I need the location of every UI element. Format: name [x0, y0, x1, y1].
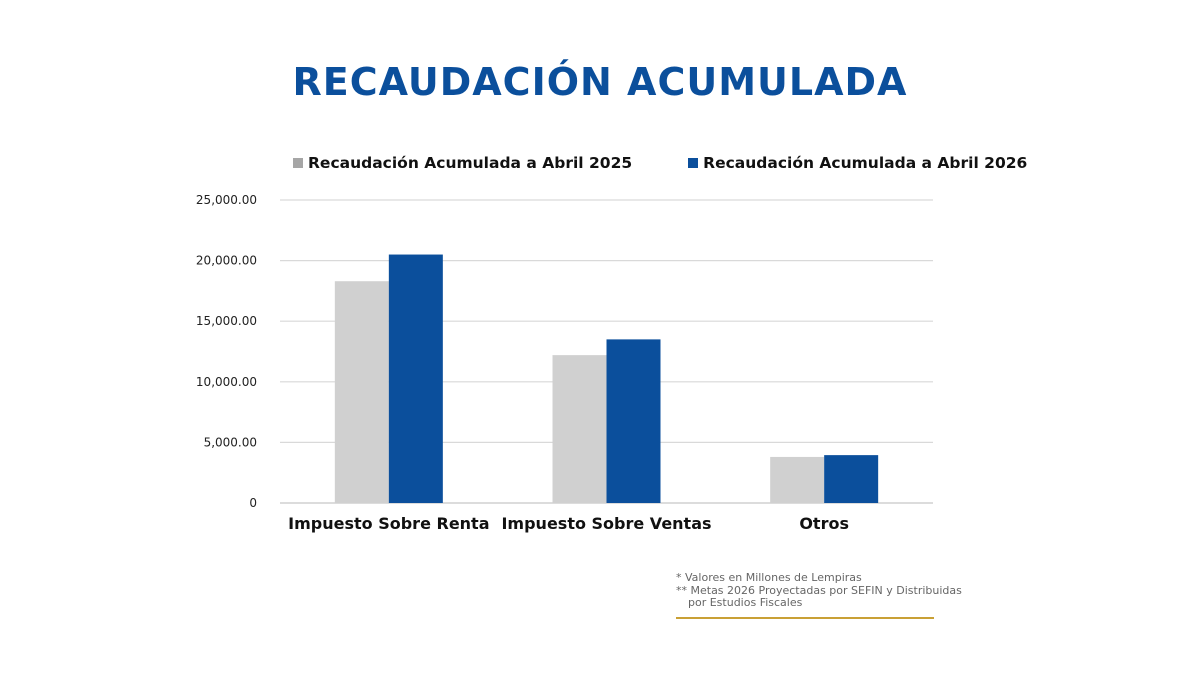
x-category-label: Impuesto Sobre Renta [288, 514, 489, 533]
y-tick-label: 5,000.00 [204, 435, 257, 449]
bar-2025 [334, 281, 389, 503]
x-category-label: Impuesto Sobre Ventas [501, 514, 711, 533]
footnote-projection: ** Metas 2026 Proyectadas por SEFIN y Di… [676, 583, 962, 597]
y-tick-label: 20,000.00 [196, 254, 257, 268]
footnote-projection-cont: por Estudios Fiscales [688, 596, 803, 609]
bar-2026 [606, 339, 661, 503]
legend-label-2026: Recaudación Acumulada a Abril 2026 [703, 154, 1028, 172]
legend-item-2025: Recaudación Acumulada a Abril 2025 [293, 154, 632, 172]
bar-2026 [388, 254, 443, 503]
legend-swatch-2026 [688, 158, 699, 168]
bar-2026 [824, 455, 879, 503]
bar-chart: 25,000.00 20,000.00 15,000.00 10,000.00 5,00… [196, 193, 933, 533]
footnote-units: * Valores en Millones de Lempiras [676, 571, 862, 584]
legend-swatch-2025 [293, 158, 303, 168]
bar-2025 [552, 355, 607, 503]
legend-item-2026: Recaudación Acumulada a Abril 2026 [688, 154, 1027, 172]
y-tick-label: 15,000.00 [196, 314, 257, 328]
chart-title: RECAUDACIÓN ACUMULADA [292, 60, 908, 104]
footnote-rule [676, 617, 934, 619]
x-category-label: Otros [799, 514, 849, 533]
bar-2025 [770, 456, 825, 503]
y-tick-label: 10,000.00 [196, 375, 257, 389]
footnotes: * Valores en Millones de Lempiras ** Met… [676, 571, 962, 610]
legend-label-2025: Recaudación Acumulada a Abril 2025 [308, 154, 633, 172]
y-tick-label: 0 [249, 496, 257, 510]
y-tick-label: 25,000.00 [196, 193, 257, 207]
chart-legend: Recaudación Acumulada a Abril 2025 Recau… [293, 154, 1027, 172]
